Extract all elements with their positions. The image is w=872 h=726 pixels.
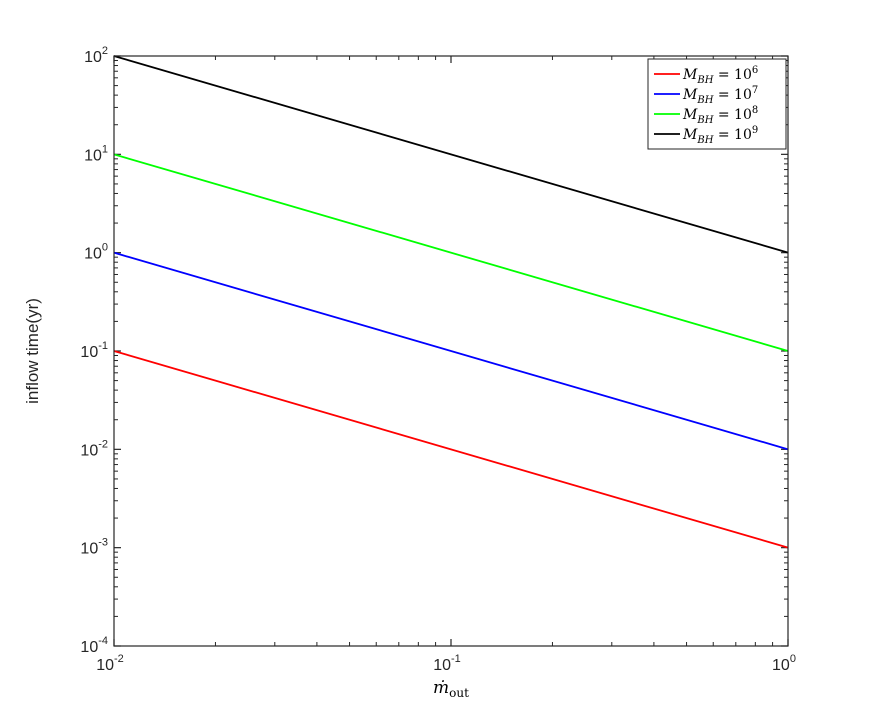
legend-sub: BH	[696, 135, 713, 146]
legend-sub: BH	[696, 75, 713, 86]
x-tick-exponent: -2	[114, 653, 124, 665]
legend-exp: 6	[752, 65, 758, 76]
y-tick-exponent: 0	[102, 242, 108, 254]
y-tick-label: 102	[84, 45, 108, 66]
x-tick-exponent: 0	[790, 653, 796, 665]
y-tick-base: 10	[80, 639, 98, 656]
y-tick-exponent: -4	[98, 635, 108, 647]
series-line-2	[113, 251, 789, 451]
series-layer	[113, 55, 789, 549]
x-axis-title: ṁout	[433, 678, 469, 700]
legend-label: MBH = 107	[682, 85, 758, 106]
legend-var: M	[682, 107, 698, 123]
y-tick-label: 101	[84, 143, 108, 164]
y-tick-base: 10	[84, 147, 102, 164]
y-tick-label: 100	[84, 242, 108, 263]
x-tick-label: 10-1	[433, 653, 461, 674]
legend-sub: BH	[696, 95, 713, 106]
legend-var: M	[682, 67, 698, 83]
legend-exp: 9	[752, 125, 758, 136]
x-tick-exponent: -1	[451, 653, 461, 665]
series-line-4	[113, 55, 789, 254]
x-tick-base: 10	[772, 657, 790, 674]
x-tick-base: 10	[96, 657, 114, 674]
y-tick-base: 10	[84, 49, 102, 66]
legend-eq: = 10	[713, 127, 751, 143]
x-tick-base: 10	[433, 657, 451, 674]
x-tick-labels: 10-2 10-1 100	[96, 653, 796, 674]
minor-ticks	[114, 56, 788, 646]
y-tick-label: 10-2	[80, 438, 108, 459]
legend-label: MBH = 106	[682, 65, 758, 86]
y-tick-base: 10	[80, 442, 98, 459]
legend-var: M	[682, 127, 698, 143]
y-tick-base: 10	[80, 541, 98, 558]
y-tick-exponent: -1	[98, 340, 108, 352]
x-axis-title-base: ṁ	[433, 678, 449, 698]
y-tick-label: 10-4	[80, 635, 108, 656]
series-line-3	[113, 153, 789, 352]
legend-eq: = 10	[713, 67, 751, 83]
plot-frame	[113, 55, 789, 647]
x-tick-label: 100	[772, 653, 796, 674]
y-tick-base: 10	[80, 344, 98, 361]
legend-eq: = 10	[713, 107, 751, 123]
y-tick-exponent: 2	[102, 45, 108, 57]
legend-var: M	[682, 87, 698, 103]
legend-label: MBH = 108	[682, 105, 758, 126]
y-tick-exponent: 1	[102, 143, 108, 155]
y-axis-title: inflow time(yr)	[23, 298, 42, 404]
series-line-1	[113, 350, 789, 549]
y-tick-exponent: -2	[98, 438, 108, 450]
legend-eq: = 10	[713, 87, 751, 103]
y-tick-label: 10-1	[80, 340, 108, 361]
legend-label: MBH = 109	[682, 125, 758, 146]
y-tick-exponent: -3	[98, 537, 108, 549]
legend-exp: 8	[752, 105, 758, 116]
x-axis-title-sub: out	[449, 686, 469, 700]
y-tick-base: 10	[84, 246, 102, 263]
x-tick-label: 10-2	[96, 653, 124, 674]
legend-sub: BH	[696, 115, 713, 126]
legend-exp: 7	[752, 85, 758, 96]
y-tick-label: 10-3	[80, 537, 108, 558]
